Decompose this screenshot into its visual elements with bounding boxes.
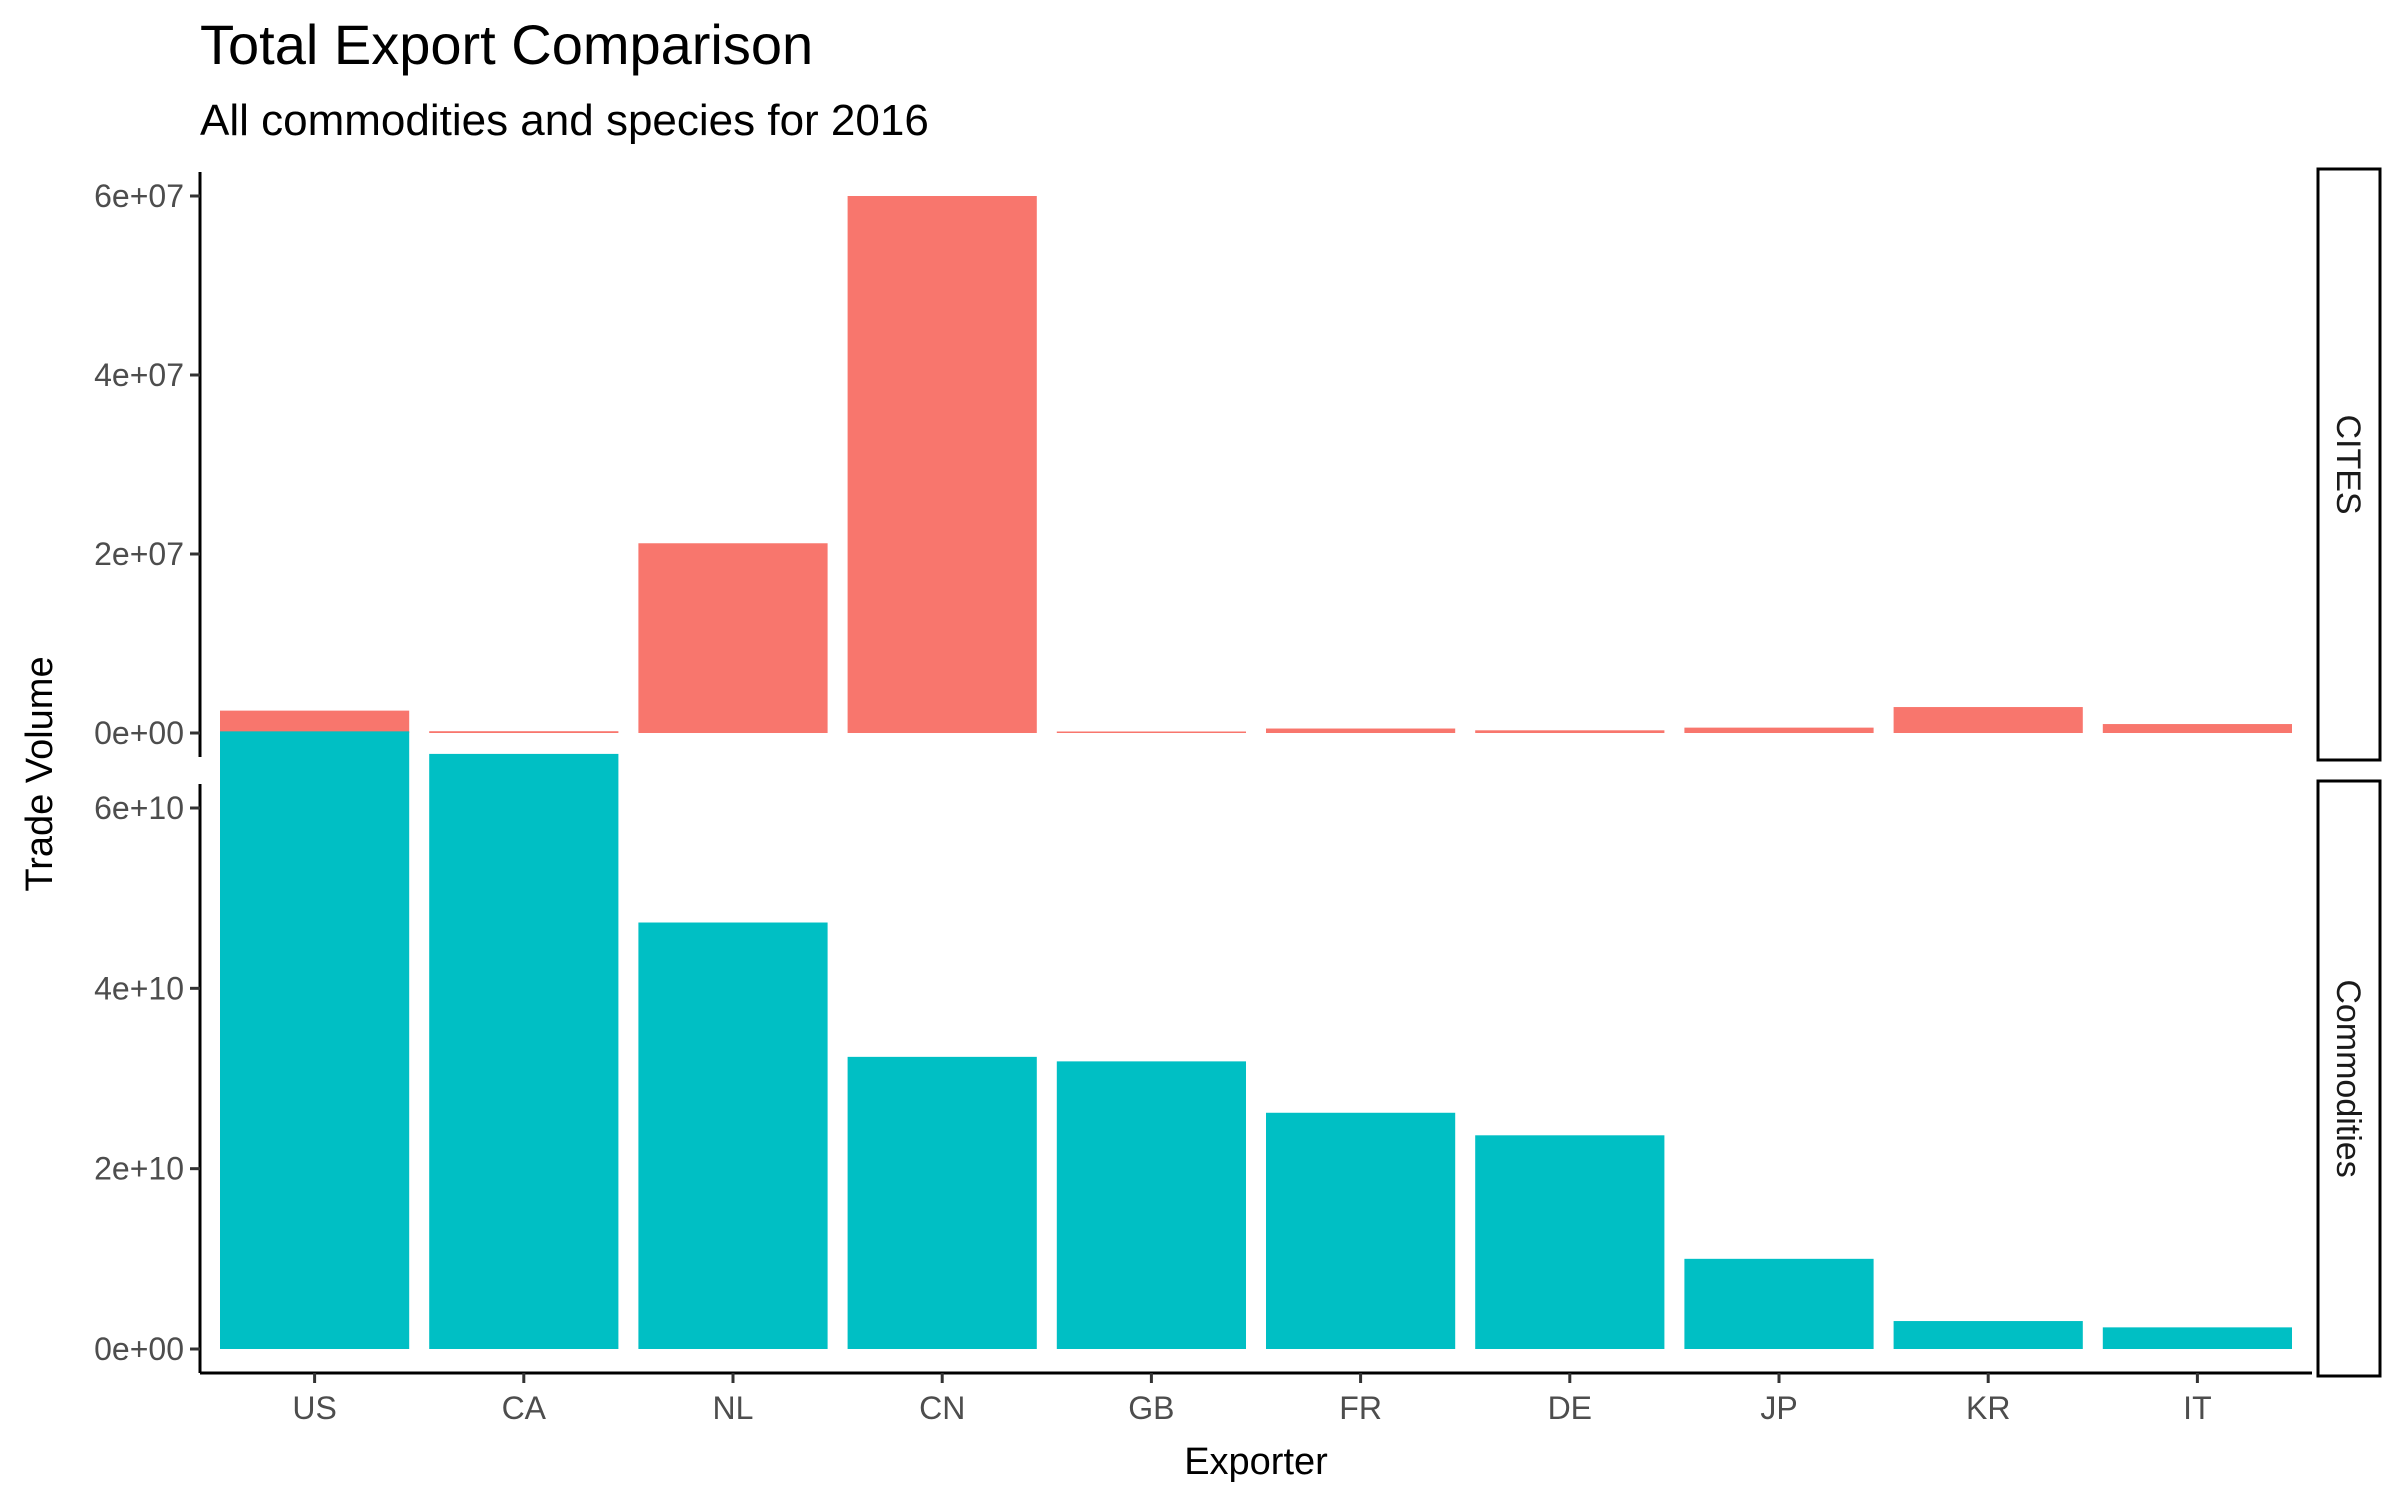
chart-subtitle: All commodities and species for 2016 [200,96,929,145]
bar-commodities-de [1475,1135,1665,1349]
facet-strip-label: Commodities [2329,979,2367,1177]
y-tick-label: 4e+10 [94,970,184,1006]
y-tick-label: 0e+00 [94,1331,184,1367]
bar-cites-kr [1893,707,2083,733]
bar-cites-nl [638,543,828,733]
facet-strip-label: CITES [2329,414,2367,514]
bar-commodities-cn [847,1056,1037,1349]
bar-cites-us [220,710,410,733]
x-tick-label-kr: KR [1966,1390,2010,1426]
x-tick-label-nl: NL [713,1390,754,1426]
facet-panels: 0e+00 2e+07 4e+07 6e+07 CITES 0e+00 2e+10 4e+10… [94,167,2382,1426]
bar-commodities-nl [638,922,828,1349]
bar-cites-jp [1684,727,1874,733]
bar-cites-ca [429,731,619,733]
bar-cites-de [1475,730,1665,733]
x-tick-label-cn: CN [919,1390,965,1426]
x-tick-label-it: IT [2183,1390,2211,1426]
bar-commodities-us [220,731,410,1349]
y-tick-label: 6e+10 [94,790,184,826]
chart-title: Total Export Comparison [200,13,813,76]
facet-strip [2316,779,2382,1378]
bar-commodities-fr [1266,1112,1456,1349]
bar-commodities-gb [1056,1061,1246,1349]
bar-commodities-ca [429,753,619,1349]
bar-cites-fr [1266,728,1456,733]
y-tick-label: 2e+07 [94,536,184,572]
y-tick-label: 2e+10 [94,1151,184,1187]
y-tick-label: 4e+07 [94,357,184,393]
x-tick-label-fr: FR [1339,1390,1382,1426]
x-tick-label-ca: CA [502,1390,547,1426]
bar-cites-cn [847,196,1037,733]
facet-commodities: 0e+00 2e+10 4e+10 6e+10 Commodities US CA NL CN G… [94,731,2382,1426]
y-tick-label: 6e+07 [94,178,184,214]
facet-strip [2316,167,2382,762]
bar-commodities-kr [1893,1321,2083,1349]
x-tick-label-gb: GB [1128,1390,1174,1426]
bar-commodities-it [2102,1327,2292,1349]
x-tick-label-us: US [292,1390,336,1426]
x-tick-label-de: DE [1548,1390,1592,1426]
bar-commodities-jp [1684,1258,1874,1349]
y-tick-label: 0e+00 [94,715,184,751]
facet-cites: 0e+00 2e+07 4e+07 6e+07 CITES [94,167,2382,762]
y-axis-title: Trade Volume [19,656,61,891]
bar-cites-gb [1056,731,1246,733]
bar-cites-it [2102,724,2292,733]
x-tick-label-jp: JP [1760,1390,1797,1426]
x-axis-title: Exporter [1184,1441,1328,1483]
